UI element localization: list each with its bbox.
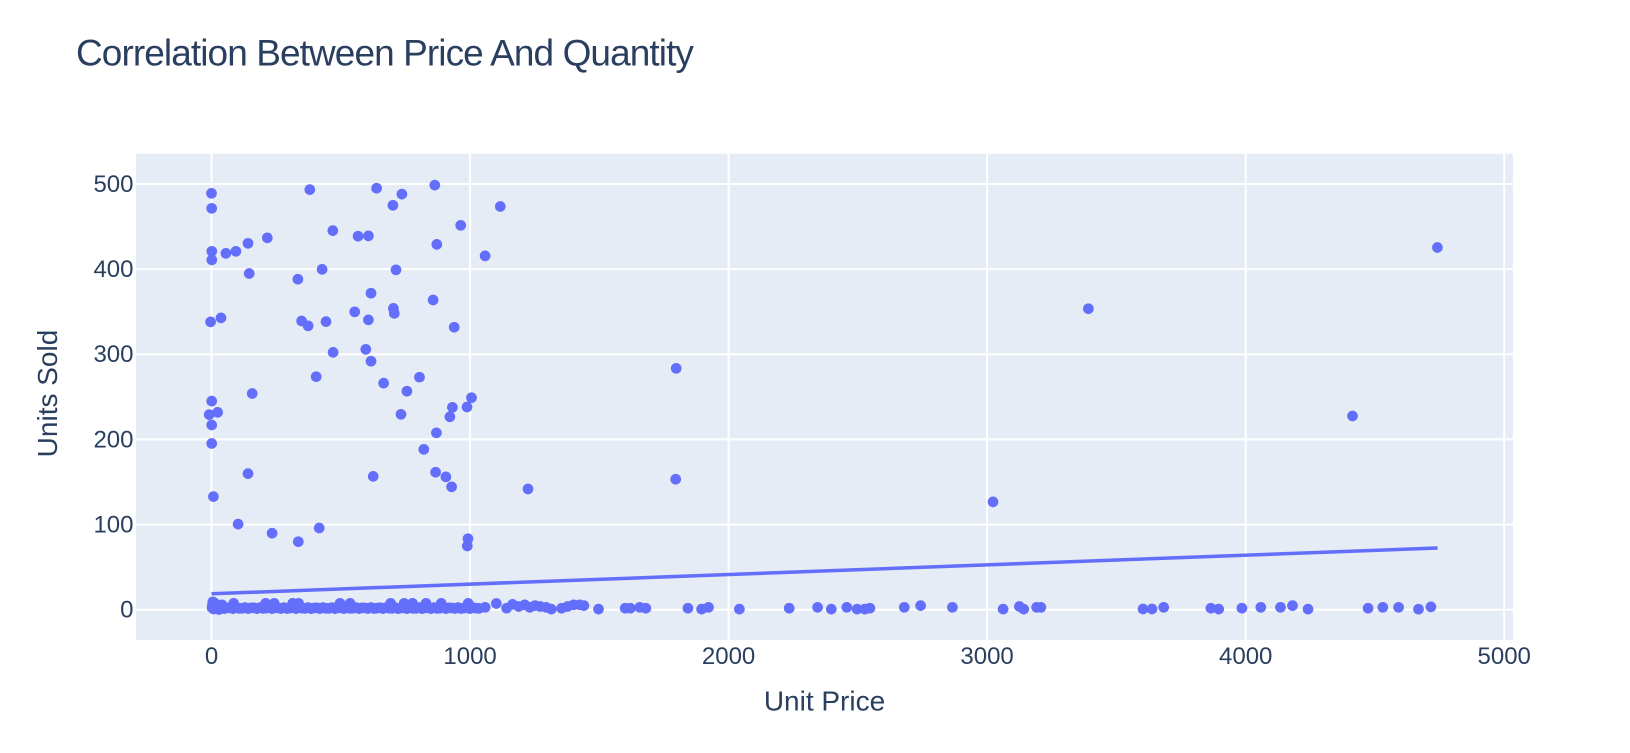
svg-text:Unit Price: Unit Price [764, 685, 885, 716]
svg-text:0: 0 [120, 597, 133, 624]
svg-text:400: 400 [93, 256, 133, 283]
svg-text:500: 500 [93, 171, 133, 198]
svg-text:1000: 1000 [443, 643, 496, 670]
svg-text:200: 200 [93, 426, 133, 453]
svg-text:0: 0 [205, 643, 218, 670]
svg-text:3000: 3000 [960, 643, 1013, 670]
svg-text:100: 100 [93, 512, 133, 539]
svg-text:Correlation Between Price And: Correlation Between Price And Quantity [76, 33, 694, 74]
svg-text:Units Sold: Units Sold [32, 330, 63, 458]
svg-text:5000: 5000 [1478, 643, 1531, 670]
svg-text:300: 300 [93, 341, 133, 368]
svg-text:2000: 2000 [702, 643, 755, 670]
svg-text:4000: 4000 [1219, 643, 1272, 670]
